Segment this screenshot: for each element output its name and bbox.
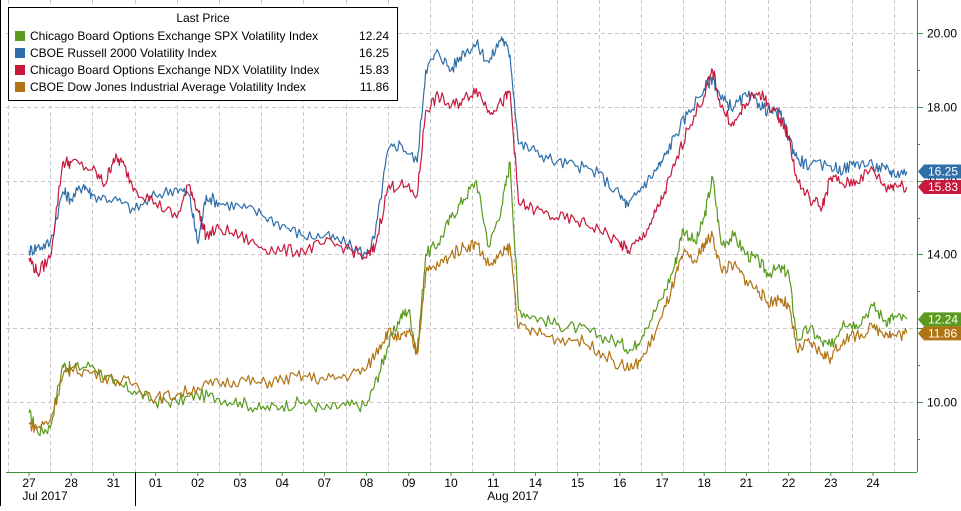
x-tick-label: 08 — [360, 476, 374, 490]
legend-label-ndx: Chicago Board Options Exchange NDX Volat… — [30, 63, 320, 77]
x-tick-label: 21 — [740, 476, 754, 490]
last-price-tag-label: 11.86 — [928, 326, 957, 340]
chart-legend: Last Price Chicago Board Options Exchang… — [8, 7, 398, 101]
legend-label-rvx: CBOE Russell 2000 Volatility Index — [30, 46, 217, 60]
series-line-chicago-board-options-exchange-spx-volatility-index — [28, 161, 908, 437]
legend-swatch-ndx — [15, 65, 25, 75]
last-price-tag: 16.25 — [918, 164, 961, 179]
legend-item-djia: CBOE Dow Jones Industrial Average Volati… — [9, 79, 397, 95]
y-tick-label: 14.00 — [927, 248, 957, 262]
y-tick-label: 20.00 — [927, 27, 957, 41]
legend-item-spx: Chicago Board Options Exchange SPX Volat… — [9, 28, 397, 44]
x-tick-label: 07 — [318, 476, 332, 490]
legend-value-spx: 12.24 — [358, 29, 389, 43]
legend-title: Last Price — [176, 11, 230, 25]
x-tick-label: 24 — [866, 476, 880, 490]
x-tick-label: 16 — [613, 476, 627, 490]
series-line-cboe-russell-2000-volatility-index — [28, 36, 908, 259]
month-label: Aug 2017 — [487, 489, 539, 503]
x-tick-label: 09 — [402, 476, 416, 490]
last-price-tag-box — [918, 326, 961, 341]
x-tick-label: 23 — [824, 476, 838, 490]
last-price-tag: 15.83 — [918, 179, 961, 194]
last-price-tag-box — [918, 312, 961, 327]
last-price-tag: 12.24 — [918, 312, 961, 327]
x-tick-label: 31 — [107, 476, 121, 490]
last-price-tag-label: 16.25 — [928, 164, 958, 178]
x-tick-label: 03 — [233, 476, 247, 490]
x-tick-label: 15 — [571, 476, 585, 490]
x-tick-label: 17 — [655, 476, 669, 490]
x-tick-label: 02 — [191, 476, 205, 490]
x-tick-label: 10 — [444, 476, 458, 490]
y-tick-label: 10.00 — [927, 396, 957, 410]
x-tick-label: 01 — [149, 476, 163, 490]
x-tick-label: 28 — [65, 476, 79, 490]
last-price-tag-box — [918, 179, 961, 194]
x-tick-label: 11 — [487, 476, 500, 490]
x-tick-label: 04 — [276, 476, 290, 490]
legend-value-rvx: 16.25 — [358, 46, 389, 60]
x-tick-label: 18 — [698, 476, 712, 490]
legend-swatch-rvx — [15, 48, 25, 58]
last-price-tag-label: 15.83 — [928, 180, 958, 194]
series-line-cboe-dow-jones-industrial-average-volatility-index — [28, 230, 908, 433]
legend-value-djia: 11.86 — [359, 80, 389, 94]
last-price-tag: 11.86 — [918, 326, 961, 341]
x-tick-label: 22 — [782, 476, 796, 490]
x-tick-label: 27 — [22, 476, 36, 490]
legend-label-spx: Chicago Board Options Exchange SPX Volat… — [30, 29, 319, 43]
last-price-tag-box — [918, 164, 961, 179]
x-tick-label: 14 — [529, 476, 543, 490]
legend-label-djia: CBOE Dow Jones Industrial Average Volati… — [30, 80, 306, 94]
month-label: Jul 2017 — [22, 489, 68, 503]
y-tick-label: 18.00 — [927, 101, 957, 115]
last-price-tags: 12.24 16.25 15.83 11.86 — [918, 164, 961, 341]
legend-swatch-spx — [15, 31, 25, 41]
series-line-chicago-board-options-exchange-ndx-volatility-index — [28, 68, 908, 277]
legend-value-ndx: 15.83 — [358, 63, 389, 77]
x-axis-ticks: 27 28 31 01 02 03 04 07 08 09 10 11 14 15 16 17 18 21 22 23… — [22, 472, 880, 506]
last-price-tag-label: 12.24 — [928, 312, 958, 326]
legend-item-rvx: CBOE Russell 2000 Volatility Index 16.25 — [9, 45, 397, 61]
legend-swatch-djia — [15, 82, 25, 92]
legend-item-ndx: Chicago Board Options Exchange NDX Volat… — [9, 62, 397, 78]
